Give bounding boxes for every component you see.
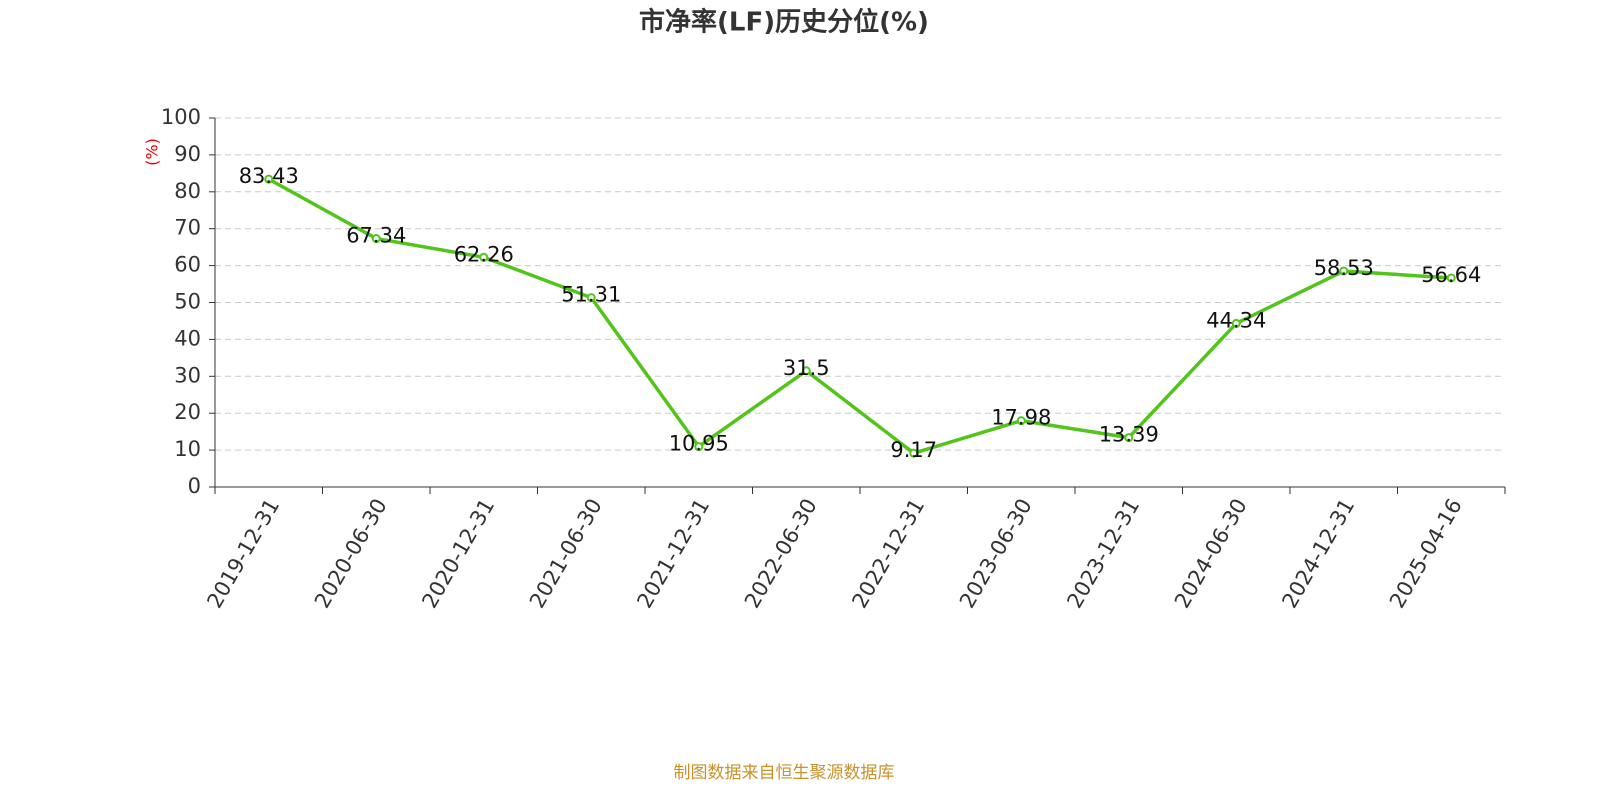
point (694, 442, 704, 452)
point (371, 234, 381, 244)
point (801, 366, 811, 376)
data-label: 51.31 (561, 283, 621, 307)
data-label: 62.26 (454, 242, 514, 266)
data-label: 17.98 (991, 406, 1051, 430)
point (479, 252, 489, 262)
point (1339, 266, 1349, 276)
data-label: 58.53 (1314, 256, 1374, 280)
y-tick-label: 70 (174, 216, 201, 240)
point (586, 293, 596, 303)
y-tick-label: 10 (174, 437, 201, 461)
data-label: 13.39 (1099, 423, 1159, 447)
y-tick-label: 100 (161, 105, 201, 129)
y-tick-label: 0 (188, 474, 201, 498)
data-label: 56.64 (1421, 263, 1481, 287)
y-tick-label: 80 (174, 179, 201, 203)
data-label: 9.17 (890, 438, 937, 462)
x-tick-label: 2020-06-30 (310, 495, 392, 613)
point (264, 174, 274, 184)
data-label: 31.5 (783, 356, 830, 380)
x-tick-label: 2022-06-30 (740, 495, 822, 613)
data-label: 67.34 (346, 224, 406, 248)
data-label: 10.95 (669, 432, 729, 456)
y-tick-label: 40 (174, 326, 201, 350)
data-label: 44.34 (1206, 308, 1266, 332)
x-tick-label: 2023-06-30 (955, 495, 1037, 613)
x-tick-label: 2025-04-16 (1385, 495, 1467, 613)
y-tick-label: 20 (174, 400, 201, 424)
x-tick-label: 2019-12-31 (202, 495, 284, 613)
point (1016, 416, 1026, 426)
y-tick-label: 60 (174, 253, 201, 277)
point (1446, 273, 1456, 283)
y-axis-label: (%) (143, 138, 162, 166)
line-series (267, 177, 1452, 456)
y-tick-label: 90 (174, 142, 201, 166)
x-tick-label: 2020-12-31 (417, 495, 499, 613)
x-tick-label: 2021-06-30 (525, 495, 607, 613)
x-tick-label: 2023-12-31 (1062, 495, 1144, 613)
y-tick-label: 30 (174, 363, 201, 387)
data-label: 83.43 (239, 164, 299, 188)
y-tick-label: 50 (174, 290, 201, 314)
x-tick-label: 2021-12-31 (632, 495, 714, 613)
chart-title: 市净率(LF)历史分位(%) (639, 7, 929, 38)
x-tick-label: 2022-12-31 (847, 495, 929, 613)
point (909, 448, 919, 458)
point (1124, 433, 1134, 443)
x-tick-label: 2024-06-30 (1170, 495, 1252, 613)
source-note: 制图数据来自恒生聚源数据库 (674, 763, 895, 783)
point (1231, 318, 1241, 328)
x-tick-label: 2024-12-31 (1277, 495, 1359, 613)
